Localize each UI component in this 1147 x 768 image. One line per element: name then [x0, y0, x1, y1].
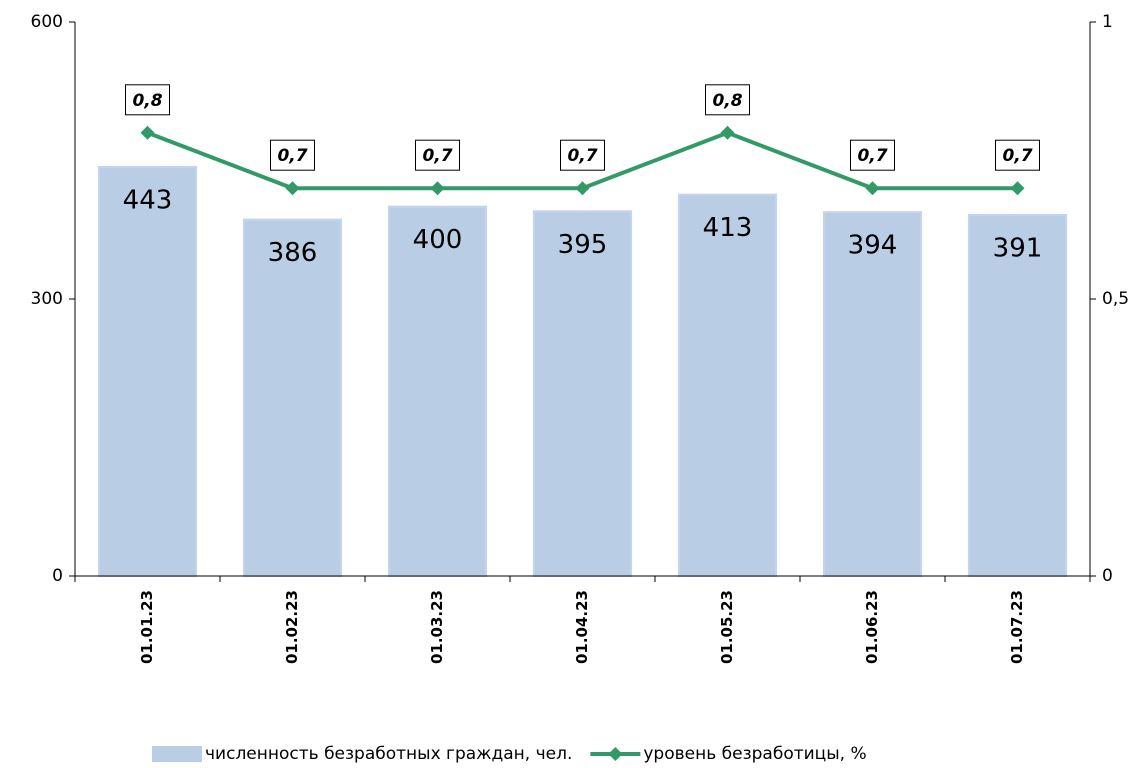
- legend-swatch: [152, 746, 202, 762]
- line-marker: [285, 181, 300, 196]
- data-label-box: [995, 139, 1040, 171]
- bar-label: 395: [558, 230, 608, 260]
- legend-label: уровень безработицы, %: [643, 744, 866, 764]
- legend-marker: [608, 747, 623, 761]
- x-tick-label: 01.02.23: [283, 590, 301, 664]
- data-label: 0,7: [567, 146, 597, 166]
- y-tick-label: 0: [52, 566, 63, 586]
- data-label-box: [415, 139, 460, 171]
- data-label: 0,8: [132, 91, 162, 111]
- data-label-box: [125, 84, 170, 116]
- data-label-box: [560, 139, 605, 171]
- x-tick-label: 01.03.23: [428, 590, 446, 664]
- y2-tick-label: 0: [1102, 566, 1113, 586]
- bar: [97, 165, 198, 577]
- data-label: 0,7: [857, 146, 887, 166]
- legend-label: численность безработных граждан, чел.: [205, 744, 572, 764]
- bar-label: 386: [268, 238, 318, 268]
- data-label-box: [850, 139, 895, 171]
- bar: [822, 211, 923, 577]
- data-label: 0,7: [422, 146, 452, 166]
- bar: [677, 193, 778, 577]
- data-label: 0,7: [1002, 146, 1032, 166]
- bar-label: 394: [848, 231, 898, 261]
- bar-label: 413: [703, 213, 753, 243]
- bar: [967, 213, 1068, 578]
- x-tick-label: 01.05.23: [718, 590, 736, 664]
- data-label-box: [270, 139, 315, 171]
- bar-label: 391: [993, 233, 1043, 263]
- y2-tick-label: 0,5: [1102, 289, 1129, 309]
- data-label-box: [705, 84, 750, 116]
- x-tick-label: 01.04.23: [573, 590, 591, 664]
- bar-label: 443: [123, 185, 173, 215]
- line-marker: [720, 125, 735, 140]
- y2-tick-label: 1: [1102, 12, 1113, 32]
- line-marker: [430, 181, 445, 196]
- data-label: 0,8: [712, 91, 742, 111]
- line-marker: [865, 181, 880, 196]
- line-marker: [140, 125, 155, 140]
- x-tick-label: 01.07.23: [1008, 590, 1026, 664]
- bar: [242, 218, 343, 578]
- y-tick-label: 600: [31, 12, 63, 32]
- line-marker: [1010, 181, 1025, 196]
- x-tick-label: 01.06.23: [863, 590, 881, 664]
- data-label: 0,7: [277, 146, 307, 166]
- bar: [387, 205, 488, 578]
- bar: [532, 210, 633, 578]
- y-tick-label: 300: [31, 289, 63, 309]
- line-marker: [575, 181, 590, 196]
- x-tick-label: 01.01.23: [138, 590, 156, 664]
- bar-label: 400: [413, 225, 463, 255]
